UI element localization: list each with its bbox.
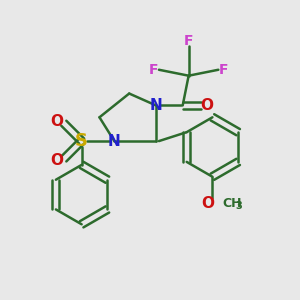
Text: F: F xyxy=(219,63,229,77)
Text: O: O xyxy=(200,98,213,113)
Text: N: N xyxy=(108,134,121,148)
Text: S: S xyxy=(75,132,88,150)
Text: F: F xyxy=(149,63,158,77)
Text: 3: 3 xyxy=(236,201,242,211)
Text: O: O xyxy=(50,153,63,168)
Text: N: N xyxy=(150,98,162,113)
Text: O: O xyxy=(50,114,63,129)
Text: CH: CH xyxy=(223,197,242,210)
Text: O: O xyxy=(202,196,214,211)
Text: F: F xyxy=(184,34,194,48)
